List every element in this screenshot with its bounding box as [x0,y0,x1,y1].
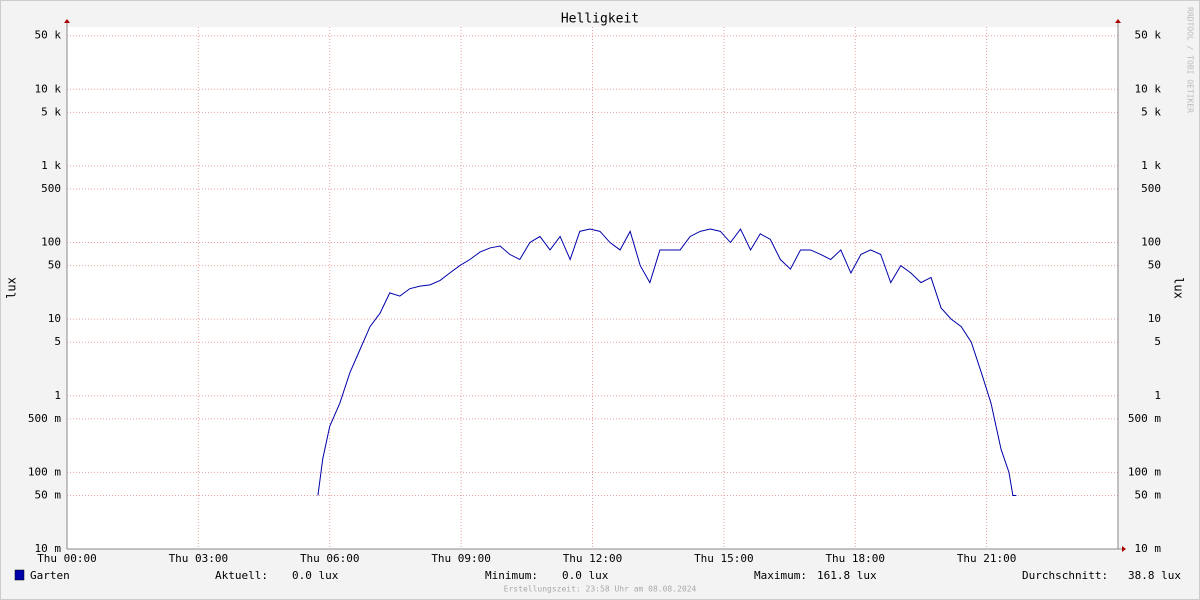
y2-tick-label: 10 k [1135,82,1162,95]
line [317,228,1017,496]
y2-tick-label: 10 m [1135,542,1162,555]
arrow [64,19,70,23]
x-tick-label: Thu 06:00 [300,552,360,565]
x-tick-label: Thu 00:00 [37,552,97,565]
stat-value: 0.0 lux [562,569,609,582]
y2-tick-label: 500 [1141,182,1161,195]
x-tick-label: Thu 12:00 [563,552,623,565]
x-tick-label: Thu 21:00 [957,552,1017,565]
y2-tick-label: 1 [1154,389,1161,402]
legend-label: Garten [30,569,70,582]
legend-swatch [14,569,25,581]
stat-value: 38.8 lux [1128,569,1181,582]
y-tick-label: 10 k [35,82,62,95]
y2-axis-label: lux [1172,277,1186,299]
stat-label: Maximum: [754,569,807,582]
y2-tick-label: 5 k [1141,105,1161,118]
y-tick-label: 100 m [28,465,61,478]
chart-title: Helligkeit [561,12,639,27]
stat-label: Aktuell: [215,569,268,582]
y2-tick-label: 100 [1141,236,1161,249]
y-tick-label: 1 [54,389,61,402]
y2-tick-label: 50 k [1135,29,1162,42]
y2-tick-label: 50 [1148,259,1161,272]
y2-tick-label: 50 m [1135,488,1162,501]
stat-label: Minimum: [485,569,538,582]
stat-value: 161.8 lux [817,569,877,582]
stat-value: 0.0 lux [292,569,339,582]
x-tick-label: Thu 03:00 [169,552,229,565]
y2-tick-label: 10 [1148,312,1161,325]
x-tick-label: Thu 15:00 [694,552,754,565]
x-tick-label: Thu 18:00 [825,552,885,565]
y2-tick-label: 500 m [1128,412,1161,425]
x-tick-label: Thu 09:00 [431,552,491,565]
y-tick-label: 1 k [41,159,61,172]
footer: Erstellungszeit: 23:58 Uhr am 08.08.2024 [504,585,697,594]
y2-tick-label: 100 m [1128,465,1161,478]
arrow [1122,546,1126,552]
y-tick-label: 50 m [35,488,62,501]
y-axis-label: lux [5,277,19,299]
stat-label: Durchschnitt: [1022,569,1108,582]
y-tick-label: 500 [41,182,61,195]
y-tick-label: 50 k [35,29,62,42]
y-tick-label: 100 [41,236,61,249]
y-tick-label: 5 [54,335,61,348]
y2-tick-label: 1 k [1141,159,1161,172]
arrow [1115,19,1121,23]
y-tick-label: 10 m [35,542,62,555]
y-tick-label: 500 m [28,412,61,425]
y2-tick-label: 5 [1154,335,1161,348]
y-tick-label: 50 [48,259,61,272]
y-tick-label: 10 [48,312,61,325]
y-tick-label: 5 k [41,105,61,118]
watermark: RRDTOOL / TOBI OETIKER [1186,7,1195,113]
